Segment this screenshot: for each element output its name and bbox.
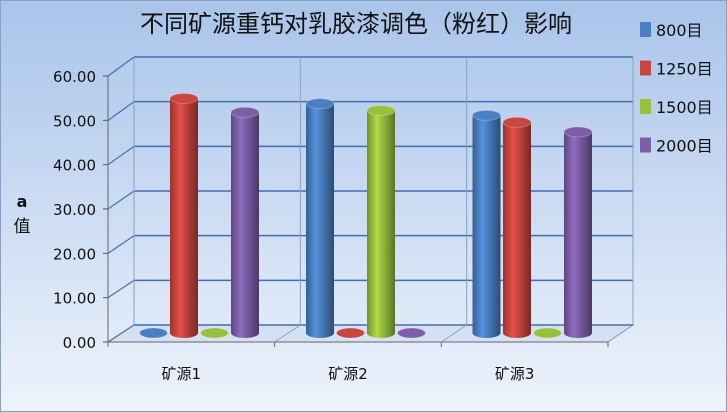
y-tick-label: 30.00 — [53, 201, 96, 219]
bar — [472, 109, 501, 338]
gridline-side — [107, 101, 135, 121]
y-axis-label-line1: a — [17, 192, 28, 211]
y-tick-label: 10.00 — [53, 290, 96, 308]
legend-swatch — [640, 22, 651, 37]
gridline-side — [107, 279, 135, 299]
bar — [366, 105, 396, 338]
bar-body — [503, 122, 531, 334]
legend-swatch — [640, 137, 651, 153]
gridline-side — [107, 145, 135, 166]
y-tick-label: 20.00 — [53, 245, 96, 263]
legend-label: 1500目 — [656, 98, 713, 117]
bars — [139, 92, 593, 339]
bar — [200, 327, 229, 339]
bar-base — [564, 328, 592, 338]
bar-top — [230, 106, 260, 118]
x-tick-label: 矿源1 — [162, 365, 202, 383]
chart-title: 不同矿源重钙对乳胶漆调色（粉红）影响 — [140, 10, 572, 38]
bar-body — [231, 112, 259, 334]
bar — [563, 126, 593, 338]
bar — [169, 92, 199, 338]
bar — [230, 106, 260, 338]
y-tick-label: 50.00 — [53, 112, 96, 130]
x-tick-label: 矿源2 — [328, 365, 368, 383]
gridline-side — [107, 56, 135, 77]
y-axis-label-line2: 值 — [14, 217, 31, 237]
bar-body — [367, 110, 395, 333]
bar-body — [170, 98, 198, 333]
y-tick-label: 0.00 — [63, 334, 96, 352]
bar-top — [366, 105, 396, 117]
gridline-side — [107, 324, 135, 343]
legend-label: 1250目 — [656, 60, 713, 79]
legend: 800目 1250目 1500目 2000目 — [640, 21, 713, 156]
y-tick-label: 40.00 — [53, 157, 96, 175]
category-divider-floor — [441, 324, 467, 343]
bar-top — [563, 126, 593, 138]
gridline-side — [107, 235, 135, 254]
bar-base — [367, 328, 395, 338]
bar-top — [533, 327, 562, 339]
bar-top — [200, 327, 229, 339]
bar-base — [306, 328, 334, 338]
legend-label: 2000目 — [656, 137, 713, 156]
bar — [336, 327, 365, 339]
bar-top — [305, 98, 335, 110]
bar-body — [564, 131, 592, 333]
bar — [305, 98, 335, 338]
bar-base — [472, 328, 501, 338]
bar-body — [306, 103, 334, 334]
bar-body — [472, 115, 501, 333]
bar — [502, 116, 532, 338]
legend-swatch — [640, 99, 651, 114]
y-tick-label: 60.00 — [53, 68, 96, 86]
bar-base — [503, 328, 531, 338]
bar — [397, 327, 426, 339]
bar-top — [502, 116, 532, 128]
bar-base — [231, 328, 259, 338]
x-tick-label: 矿源3 — [495, 365, 535, 383]
legend-label: 800目 — [656, 21, 703, 40]
bar-base — [170, 328, 198, 338]
y-axis-ticks: 0.00 10.00 20.00 30.00 40.00 50.00 60.00 — [53, 68, 96, 352]
bar — [139, 327, 168, 339]
bar-top — [336, 327, 365, 339]
gridline-side — [107, 190, 135, 210]
bar — [533, 327, 562, 339]
legend-swatch — [640, 60, 651, 76]
x-axis-ticks: 矿源1 矿源2 矿源3 — [162, 365, 535, 383]
bar-top — [472, 109, 501, 121]
category-divider-floor — [274, 324, 301, 343]
bar-top — [397, 327, 426, 339]
bar-top — [139, 327, 168, 339]
bar-top — [169, 92, 199, 104]
